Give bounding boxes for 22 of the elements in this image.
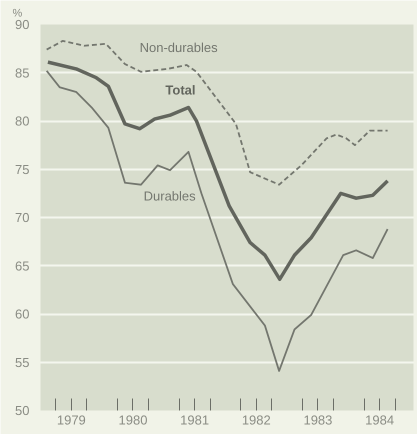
x-tick-label: 1983 [303, 412, 332, 428]
line-series [46, 70, 389, 372]
y-tick-label: 90 [15, 17, 30, 32]
x-tick-label: 1980 [118, 412, 148, 428]
line-series [46, 40, 389, 186]
line-series [46, 60, 390, 282]
y-tick-label: 60 [15, 306, 30, 322]
x-tick-label: 1984 [365, 412, 394, 428]
y-tick-label: 85 [15, 65, 30, 80]
y-tick-label: 55 [15, 354, 30, 370]
y-tick-label: 75 [15, 162, 30, 177]
series-label: Durables [144, 188, 196, 204]
y-tick-label: 70 [15, 210, 30, 225]
x-tick-label: 1981 [180, 412, 210, 428]
y-tick-label: 65 [15, 258, 30, 274]
series-label: Total [165, 82, 196, 98]
x-tick-label: 1982 [242, 412, 271, 428]
series-label: Non-durables [140, 40, 218, 56]
y-axis-title: % [12, 8, 22, 20]
y-tick-label: 50 [15, 403, 30, 418]
y-tick-label: 80 [15, 114, 30, 128]
x-tick-label: 1979 [56, 412, 86, 428]
